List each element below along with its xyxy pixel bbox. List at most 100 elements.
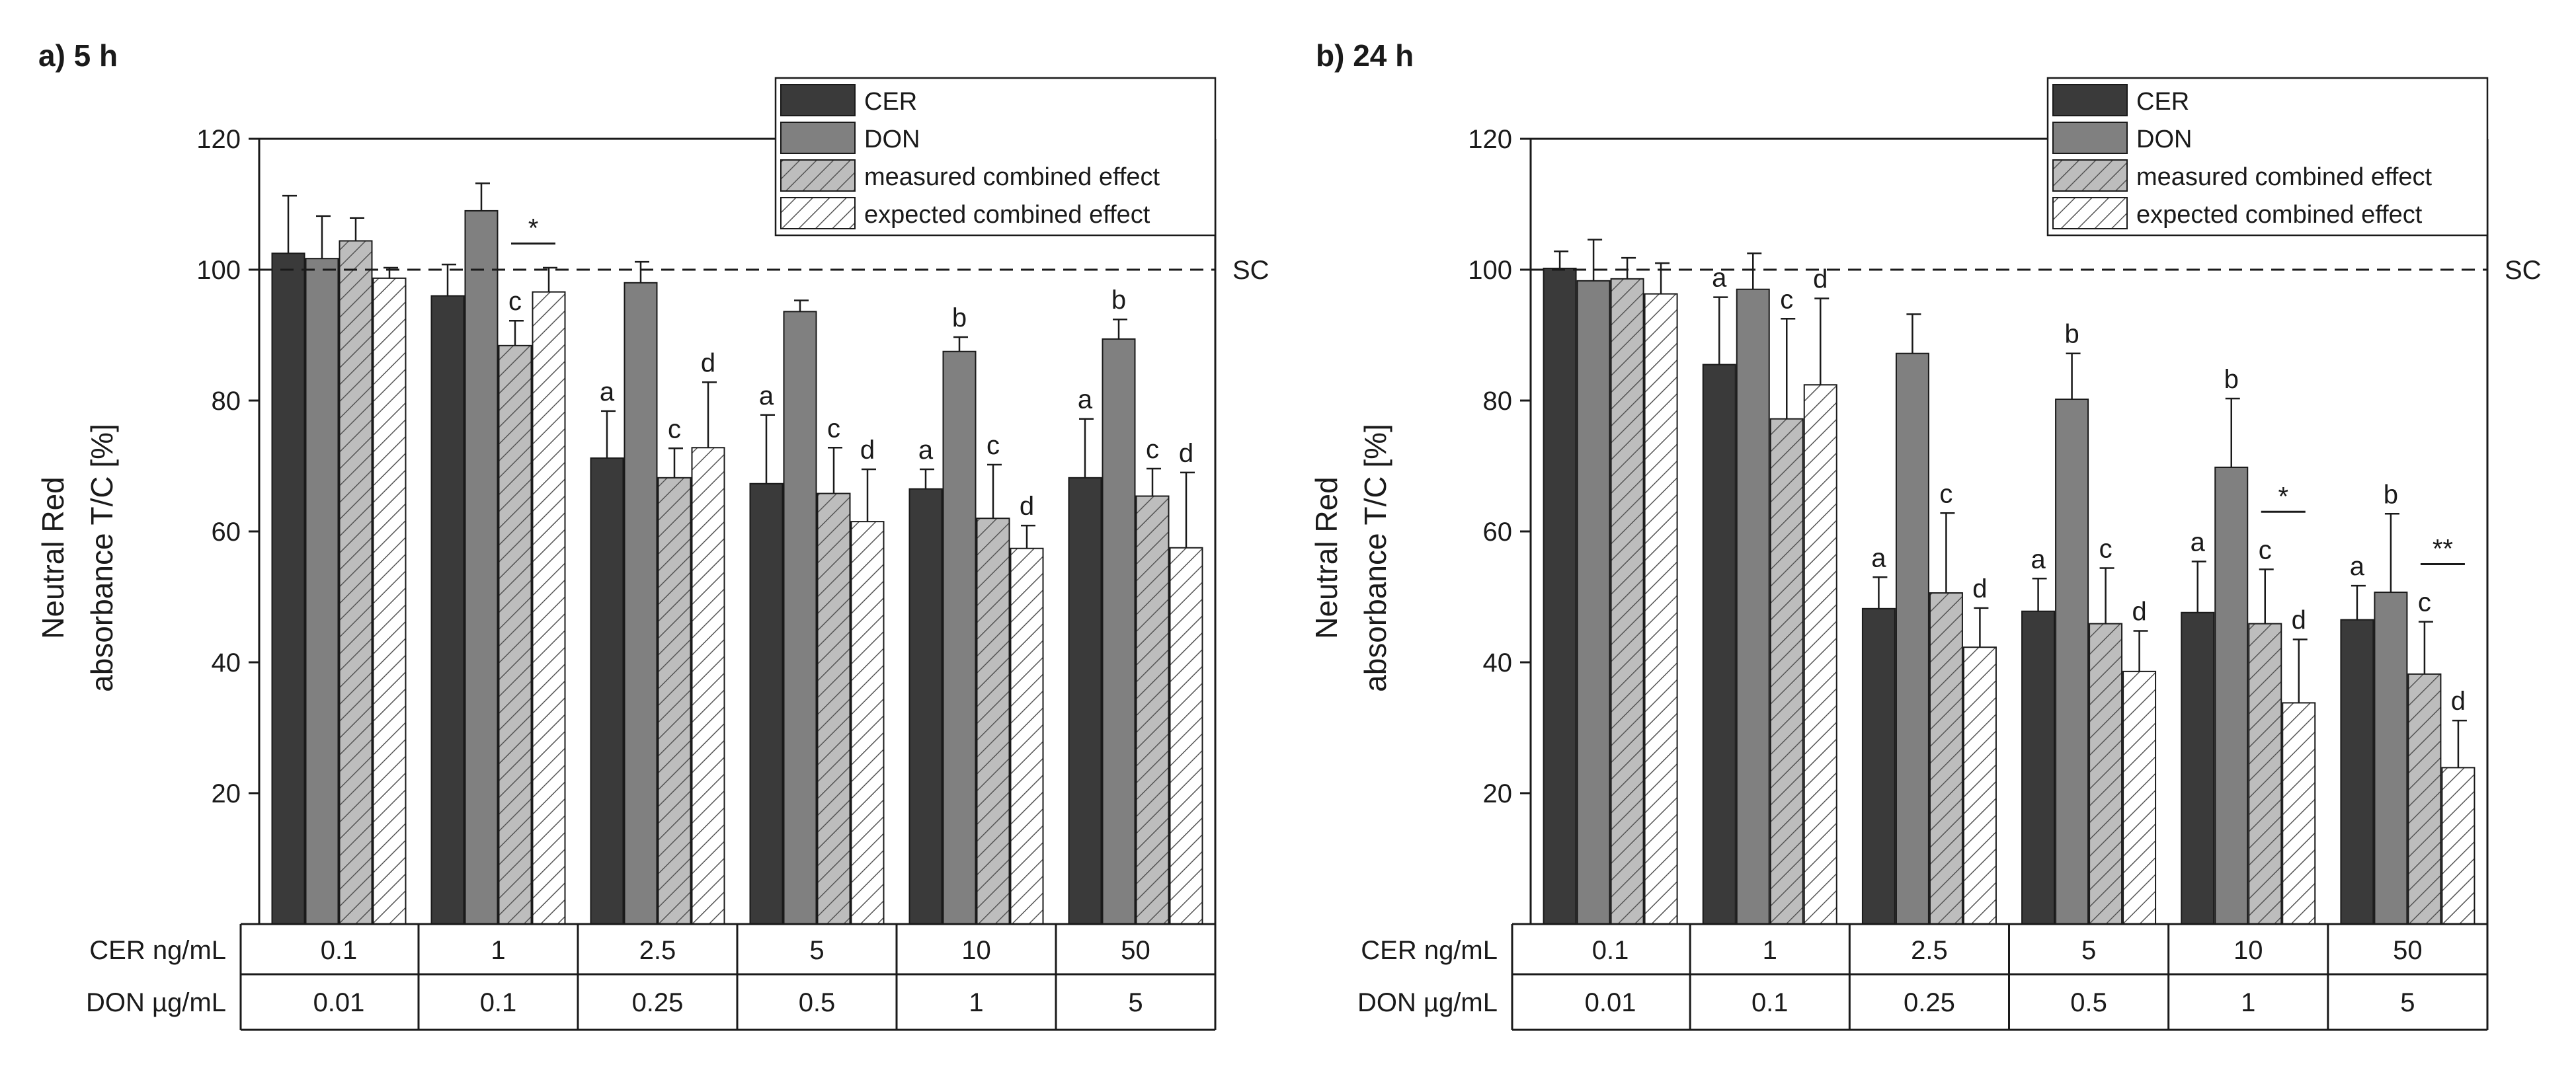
panel-a-bar-measured-1 — [339, 240, 373, 925]
panel-b-ytick-label-40: 40 — [1483, 648, 1513, 678]
panel-a-letter-12: a — [1078, 385, 1093, 414]
panel-a-letter-4: d — [701, 348, 715, 377]
panel-a-legend-swatch-expected — [780, 197, 856, 229]
panel-a-bar-don-3 — [624, 282, 658, 925]
panel-b-letter-3: d — [1813, 265, 1828, 294]
panel-b-bar-don-6 — [2374, 592, 2408, 925]
panel-a-bar-don-6 — [1102, 338, 1136, 925]
panel-a-bar-measured-2 — [498, 344, 532, 925]
panel-b-bar-don-1 — [1576, 280, 1611, 925]
panel-b-table-cell-1-1: 0.1 — [1592, 936, 1629, 965]
panel-b-ytick-label-120: 120 — [1468, 125, 1512, 154]
panel-a-bar-don-5 — [942, 350, 977, 925]
panel-a-letter-13: b — [1111, 286, 1126, 315]
panel-b-table-cell-2-2: 0.1 — [1751, 988, 1789, 1017]
panel-b-bar-expected-6 — [2441, 767, 2475, 925]
panel-b-table-cell-2-3: 0.25 — [1904, 988, 1955, 1017]
panel-b-bar-measured-6 — [2407, 673, 2442, 925]
panel-b-table-cell-2-1: 0.01 — [1585, 988, 1636, 1017]
panel-a-bar-expected-5 — [1010, 547, 1044, 925]
panel-b-table-cell-1-4: 5 — [2081, 936, 2096, 965]
panel-a-bar-cer-2 — [430, 295, 465, 925]
panel-a-bar-expected-4 — [850, 521, 885, 925]
panel-b-legend-swatch-cer — [2052, 84, 2128, 116]
panel-b-bar-expected-2 — [1803, 384, 1837, 925]
panel-a-table-cell-1-5: 10 — [961, 936, 991, 965]
panel-b-bar-cer-4 — [2021, 610, 2056, 925]
panel-a-bar-don-2 — [464, 210, 499, 925]
panel-b-bar-cer-2 — [1702, 364, 1736, 925]
panel-a-letter-9: b — [952, 303, 967, 332]
panel-b-bar-cer-3 — [1861, 607, 1896, 925]
panel-b-letter-4: a — [1871, 543, 1886, 572]
panel-b-letter-1: a — [1712, 264, 1727, 293]
panel-b-bar-don-2 — [1736, 288, 1770, 925]
panel-a-letter-1: c — [508, 287, 522, 316]
panel-a-bar-measured-6 — [1135, 495, 1170, 925]
panel-a-ytick-label-120: 120 — [196, 125, 241, 154]
panel-b-bar-don-3 — [1895, 352, 1929, 925]
panel-b-legend-swatch-measured — [2052, 159, 2128, 192]
panel-b-bar-measured-1 — [1610, 278, 1644, 925]
panel-a-letter-7: d — [860, 436, 875, 465]
panel-b-legend-label-expected: expected combined effect — [2136, 201, 2423, 229]
panel-a-letter-8: a — [918, 436, 934, 465]
panel-b-table-cell-2-5: 1 — [2241, 988, 2255, 1017]
panel-a-table-cell-1-4: 5 — [809, 936, 824, 965]
panel-a-bar-measured-5 — [976, 518, 1010, 925]
panel-a-legend-swatch-don — [780, 122, 856, 154]
panel-a-legend-swatch-cer — [780, 84, 856, 116]
panel-b-table-cell-1-3: 2.5 — [1911, 936, 1948, 965]
panel-a-legend-label-expected: expected combined effect — [864, 201, 1150, 229]
panel-a-legend-label-measured: measured combined effect — [864, 163, 1160, 191]
panel-b-bar-measured-2 — [1769, 418, 1804, 925]
panel-a-significance-label-1: * — [528, 213, 539, 243]
panel-b-bar-measured-5 — [2248, 623, 2282, 925]
panel-b-bar-cer-5 — [2181, 611, 2215, 925]
panel-a-bar-cer-3 — [590, 457, 624, 925]
panel-b-bar-measured-4 — [2089, 623, 2123, 925]
panel-a-letter-10: c — [986, 431, 1000, 460]
panel-a-letter-14: c — [1146, 435, 1159, 464]
panel-b-letter-6: d — [1972, 574, 1987, 603]
panel-b-bar-expected-1 — [1644, 293, 1678, 925]
panel-b-bar-expected-3 — [1962, 646, 1997, 925]
panel-b-letter-13: c — [2259, 535, 2272, 564]
panel-b-bar-don-5 — [2214, 466, 2249, 925]
panel-a-reference-label: SC — [1232, 256, 1269, 285]
panel-a-bar-expected-1 — [372, 277, 407, 925]
panel-a-table-cell-2-2: 0.1 — [480, 988, 517, 1017]
panel-b-ytick-label-20: 20 — [1483, 779, 1513, 808]
panel-b-legend-label-cer: CER — [2136, 88, 2189, 116]
panel-a-table-row-label-1: CER ng/mL — [89, 936, 226, 965]
panel-b-bar-expected-4 — [2122, 670, 2157, 925]
panel-a-ytick-label-60: 60 — [212, 518, 241, 547]
panel-a-ytick-label-80: 80 — [212, 387, 241, 416]
panel-b-bar-measured-3 — [1929, 592, 1963, 925]
panel-b-bar-don-4 — [2055, 399, 2089, 925]
panel-a-legend-label-cer: CER — [864, 88, 917, 116]
panel-b-ytick-label-80: 80 — [1483, 387, 1513, 416]
panel-a-bar-expected-3 — [691, 447, 725, 925]
panel-b-legend-swatch-don — [2052, 122, 2128, 154]
panel-b-legend-swatch-expected — [2052, 197, 2128, 229]
panel-a-table-row-label-2: DON µg/mL — [86, 988, 226, 1017]
panel-b-ytick-label-60: 60 — [1483, 518, 1513, 547]
panel-a-letter-5: a — [759, 381, 774, 410]
panel-a-ylabel-line-1: Neutral Red — [36, 477, 70, 639]
panel-a-bar-cer-5 — [908, 488, 943, 925]
panel-b-table-cell-2-4: 0.5 — [2070, 988, 2107, 1017]
panel-a-table-cell-2-1: 0.01 — [313, 988, 365, 1017]
panel-a-bar-measured-3 — [657, 477, 692, 925]
panel-a-letter-2: a — [600, 377, 615, 406]
panel-a-letter-15: d — [1179, 439, 1193, 468]
panel-a-letter-6: c — [827, 414, 840, 443]
panel-b-letter-15: a — [2350, 552, 2365, 581]
panel-b-significance-label-1: * — [2278, 482, 2288, 511]
panel-b-table-cell-1-5: 10 — [2234, 936, 2263, 965]
panel-a-table-cell-2-5: 1 — [969, 988, 983, 1017]
panel-a-bar-don-1 — [305, 258, 339, 925]
panel-a-ytick-label-20: 20 — [212, 779, 241, 808]
